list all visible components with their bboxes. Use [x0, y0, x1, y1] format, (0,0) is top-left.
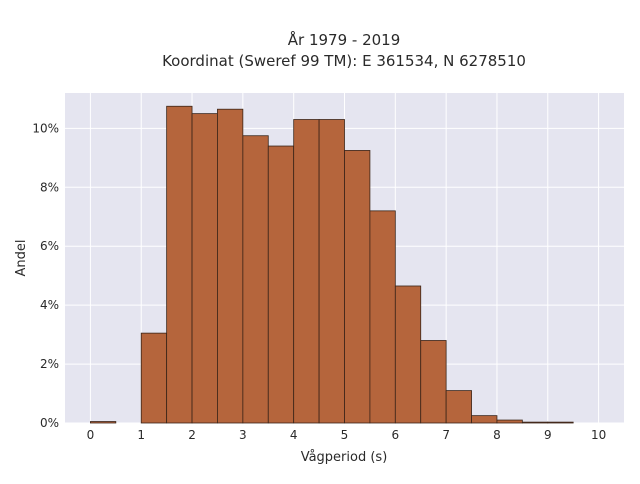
x-tick-label: 7 [442, 428, 450, 442]
histogram-bar [521, 421, 549, 424]
x-tick-label: 8 [493, 428, 501, 442]
histogram-bar [242, 135, 269, 424]
histogram-bar [394, 285, 422, 424]
histogram-bar [344, 150, 371, 424]
x-tick-label: 3 [239, 428, 247, 442]
histogram-bar [191, 113, 218, 424]
chart-title-line-1: År 1979 - 2019 [288, 30, 401, 49]
histogram-bar [420, 340, 447, 424]
x-tick-label: 4 [290, 428, 298, 442]
histogram-bar [369, 210, 396, 424]
x-tick-label: 0 [87, 428, 95, 442]
x-tick-label: 9 [544, 428, 552, 442]
y-tick-label: 4% [40, 298, 59, 312]
x-tick-label: 6 [391, 428, 399, 442]
x-tick-labels: 0 1 2 3 4 5 6 7 8 9 10 [87, 428, 607, 442]
x-tick-label: 10 [591, 428, 606, 442]
x-tick-label: 1 [137, 428, 145, 442]
histogram-bar [217, 108, 244, 424]
histogram-bar [445, 390, 472, 424]
histogram-bar [267, 145, 295, 424]
y-tick-labels: 0% 2% 4% 6% 8% 10% [32, 121, 59, 430]
x-axis-title: Vågperiod (s) [301, 450, 388, 465]
histogram-bar [166, 105, 193, 424]
bars [90, 105, 574, 424]
y-axis-title: Andel [14, 240, 29, 277]
histogram-bar [318, 119, 345, 424]
histogram-bar [496, 419, 523, 424]
histogram-bar [471, 415, 498, 424]
chart-title-line-2: Koordinat (Sweref 99 TM): E 361534, N 62… [162, 52, 526, 70]
histogram-bar [547, 421, 574, 424]
histogram-bar [140, 332, 168, 424]
y-tick-label: 0% [40, 416, 59, 430]
y-tick-label: 2% [40, 357, 59, 371]
x-tick-label: 5 [341, 428, 349, 442]
y-tick-label: 10% [32, 121, 59, 135]
y-tick-label: 6% [40, 239, 59, 253]
y-tick-label: 8% [40, 180, 59, 194]
histogram-bar [90, 421, 117, 424]
x-tick-label: 2 [188, 428, 196, 442]
histogram-bar [293, 119, 320, 424]
